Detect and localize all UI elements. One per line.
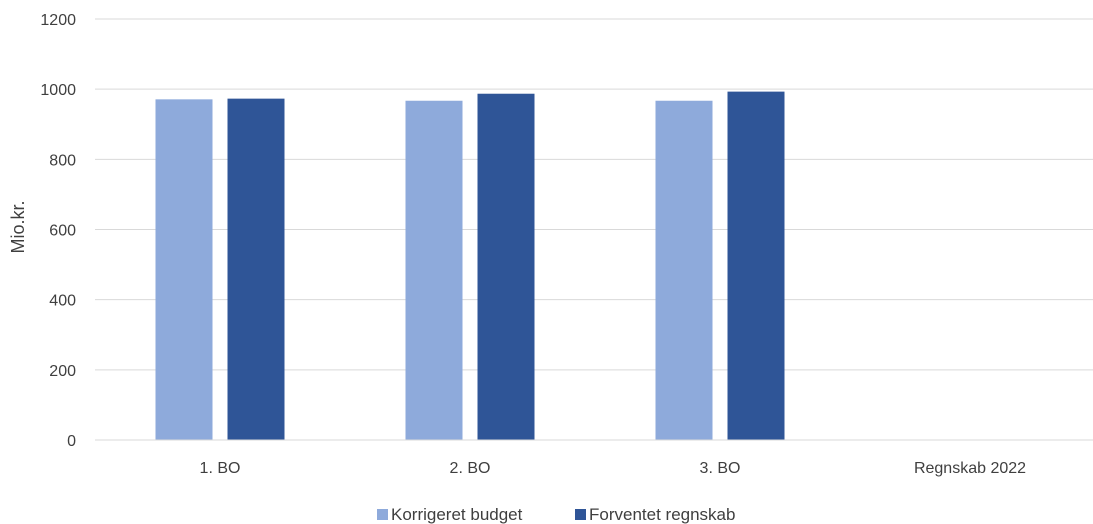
legend-swatch bbox=[377, 509, 388, 520]
bars bbox=[155, 91, 785, 441]
bar bbox=[477, 93, 535, 440]
legend-swatch bbox=[575, 509, 586, 520]
bar bbox=[227, 98, 285, 441]
y-tick-label: 0 bbox=[67, 433, 76, 450]
legend-label: Korrigeret budget bbox=[391, 505, 523, 524]
bar bbox=[655, 100, 713, 440]
x-tick-label: Regnskab 2022 bbox=[914, 460, 1026, 477]
y-axis-ticks: 0 200 400 600 800 1000 1200 bbox=[40, 12, 76, 450]
legend: Korrigeret budget Forventet regnskab bbox=[377, 505, 735, 524]
bar bbox=[727, 91, 785, 440]
y-tick-label: 1200 bbox=[40, 12, 76, 29]
legend-label: Forventet regnskab bbox=[589, 505, 735, 524]
x-axis-ticks: 1. BO 2. BO 3. BO Regnskab 2022 bbox=[200, 460, 1027, 477]
x-tick-label: 2. BO bbox=[450, 460, 491, 477]
y-tick-label: 600 bbox=[49, 223, 76, 240]
y-tick-label: 200 bbox=[49, 363, 76, 380]
x-tick-label: 3. BO bbox=[700, 460, 741, 477]
y-tick-label: 1000 bbox=[40, 82, 76, 99]
y-axis-title: Mio.kr. bbox=[8, 200, 28, 253]
y-tick-label: 800 bbox=[49, 152, 76, 169]
bar bbox=[405, 100, 463, 440]
y-tick-label: 400 bbox=[49, 293, 76, 310]
x-tick-label: 1. BO bbox=[200, 460, 241, 477]
bar bbox=[155, 99, 213, 441]
